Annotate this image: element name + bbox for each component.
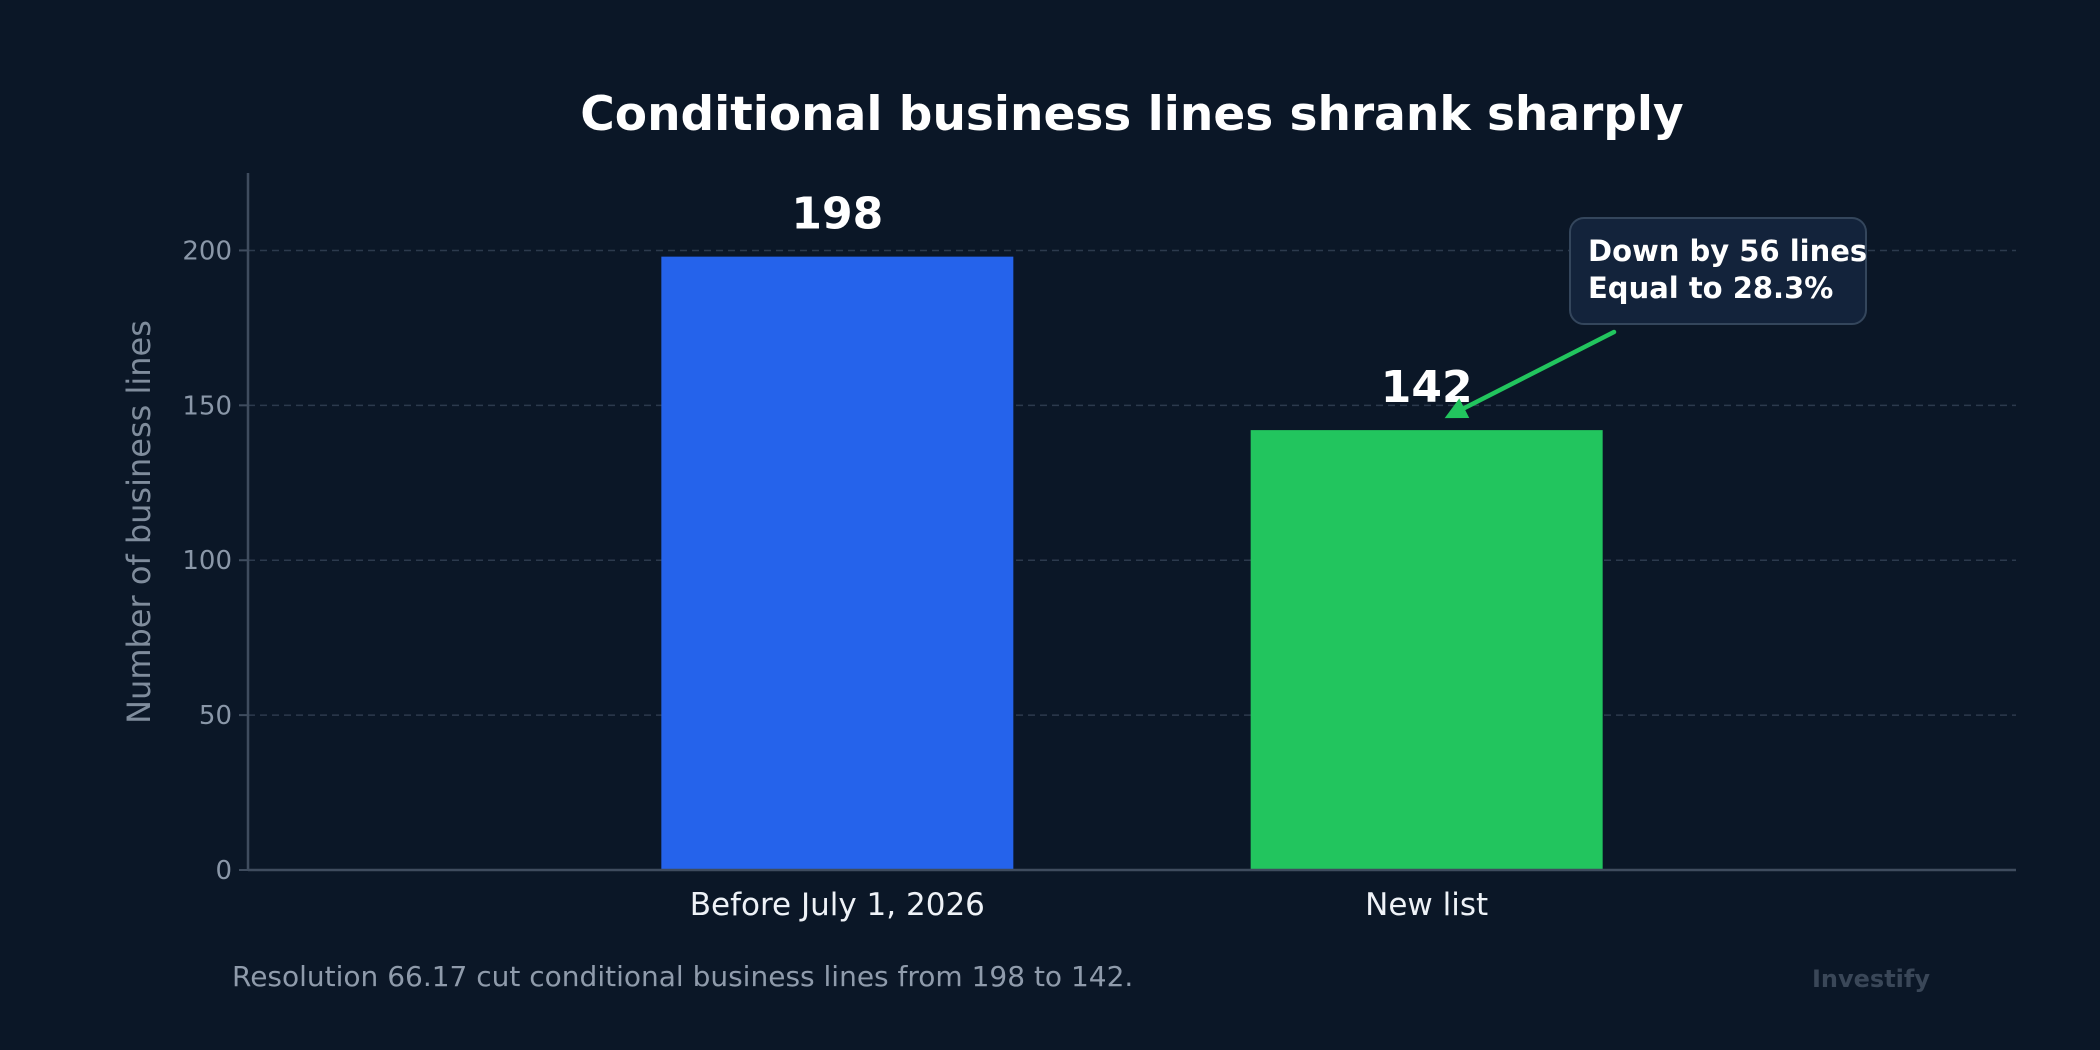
bars (661, 256, 1603, 870)
annotation-arrow-head (1444, 398, 1470, 419)
y-tick-label: 100 (182, 546, 232, 576)
chart-title: Conditional business lines shrank sharpl… (580, 87, 1683, 142)
bar-1 (661, 256, 1014, 870)
annotation-line: Equal to 28.3% (1588, 271, 1833, 305)
data-label: 198 (791, 189, 883, 240)
gridlines (248, 249, 2016, 716)
y-axis-label: Number of business lines (120, 320, 158, 724)
x-tick-label: New list (1365, 887, 1488, 923)
labels: 0 50 100 150 200 Before July 1, 2026 198 New li… (182, 189, 1488, 923)
brand-watermark: Investify (1812, 965, 1930, 993)
annotation-arrow-shaft (1462, 329, 1617, 411)
y-tick-label: 50 (199, 701, 232, 731)
y-tick-label: 200 (182, 236, 232, 266)
y-tick-label: 0 (215, 856, 232, 886)
annotation-line: Down by 56 lines (1588, 234, 1867, 268)
axes (239, 173, 2016, 872)
annotation-box (1569, 217, 1867, 325)
x-tick-label: Before July 1, 2026 (690, 887, 985, 923)
footnote: Resolution 66.17 cut conditional busines… (232, 960, 1133, 993)
bar-2 (1250, 430, 1603, 870)
y-tick-label: 150 (182, 391, 232, 421)
